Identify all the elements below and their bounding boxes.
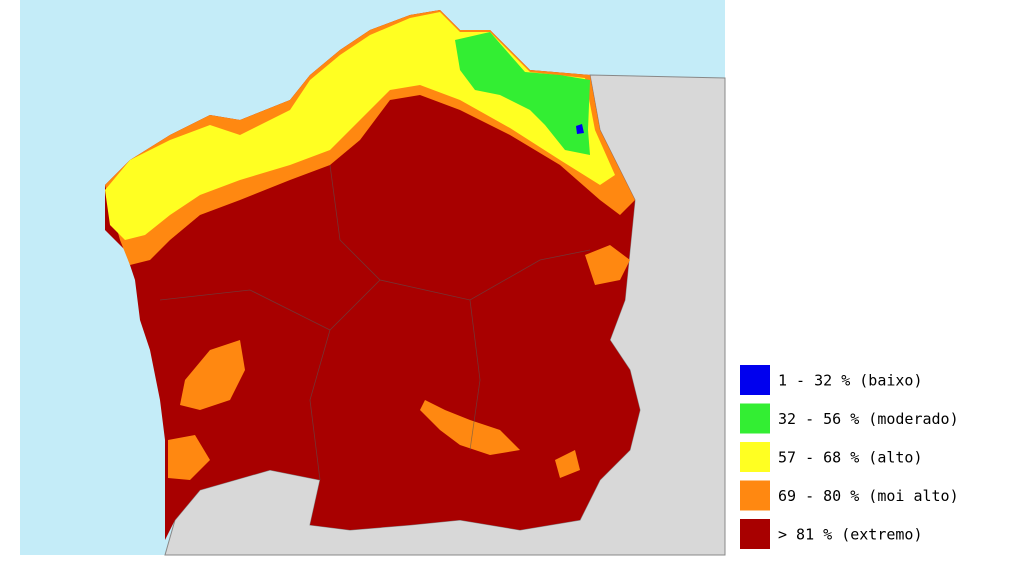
legend-label: 1 - 32 % (baixo) (778, 372, 923, 390)
legend-swatch (740, 519, 770, 549)
region-map (105, 10, 640, 540)
legend-swatch (740, 365, 770, 395)
legend-swatch (740, 442, 770, 472)
region-very-high (420, 400, 520, 455)
legend-label: 32 - 56 % (moderado) (778, 410, 959, 428)
legend: 1 - 32 % (baixo) 32 - 56 % (moderado) 57 -… (740, 365, 959, 549)
region-very-high (168, 435, 210, 480)
legend-label: > 81 % (extremo) (778, 526, 923, 544)
legend-label: 69 - 80 % (moi alto) (778, 487, 959, 505)
region-moderate (455, 32, 590, 155)
province-border (159, 164, 591, 481)
region-very-high (555, 450, 580, 478)
legend-swatch (740, 403, 770, 434)
legend-label: 57 - 68 % (alto) (778, 449, 923, 467)
legend-swatch (740, 480, 770, 511)
region-very-high (180, 340, 245, 410)
region-very-high (585, 245, 630, 285)
region-low (576, 124, 584, 134)
